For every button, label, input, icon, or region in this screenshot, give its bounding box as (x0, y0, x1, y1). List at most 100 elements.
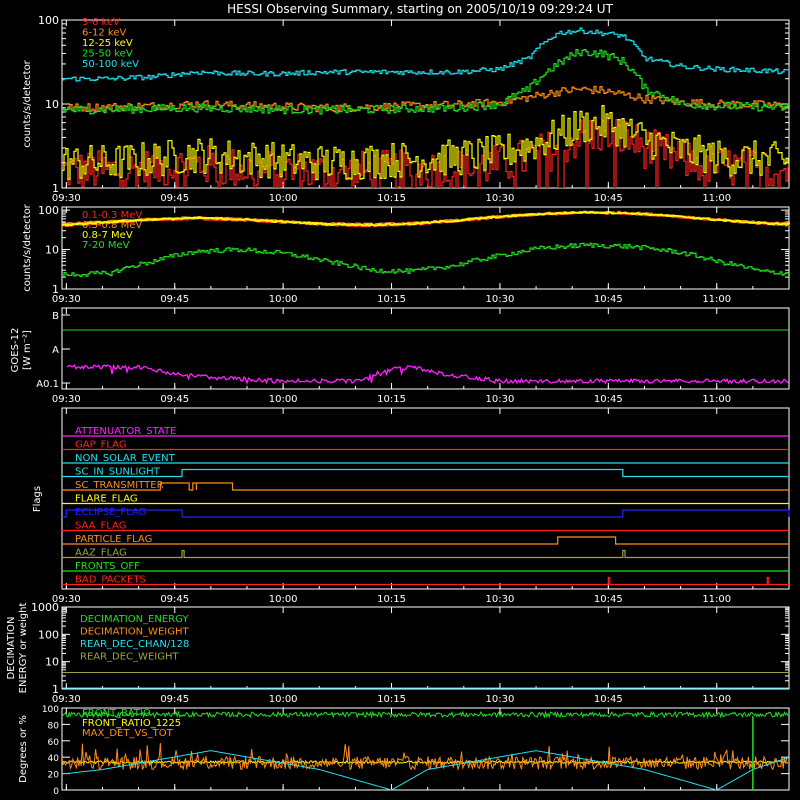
flag-trace (62, 549, 789, 559)
x-tick-label: 10:15 (377, 594, 406, 605)
series-50-100-kev (62, 27, 789, 82)
series-12-25-kev (62, 105, 789, 181)
y-tick-label: 60 (48, 738, 60, 748)
x-tick-label: 10:30 (486, 193, 515, 204)
legend-entry: 7-20 MeV (82, 240, 130, 251)
legend-entry: 0.8-7 MeV (82, 230, 133, 241)
y-axis-label: DECIMATION (6, 616, 17, 679)
series-max-det-vs-tot (62, 743, 789, 771)
panel-5: 09:30 09:45 10:00 10:15 10:30 10:45 11:00 DECIM… (6, 601, 790, 705)
series-6-12-kev (62, 85, 789, 113)
y-tick-label: 1000 (31, 601, 59, 614)
x-tick-label: 10:00 (269, 594, 298, 605)
y-axis-label-2: ENERGY or weight (18, 603, 29, 694)
x-tick-label: 10:45 (594, 193, 623, 204)
y-tick-label: A0.1 (36, 379, 59, 390)
series-0.8-7-mev (62, 210, 790, 227)
flag-label: AAZ_FLAG (75, 548, 127, 559)
panel-6: Degrees or % 0 20 40 60 80 100 FRONT_RATIOFRONT… (18, 705, 790, 797)
y-axis-label: Flags (32, 486, 43, 512)
x-tick-label: 10:15 (377, 294, 406, 305)
flag-label: SAA_FLAG (75, 521, 126, 532)
x-tick-label: 10:00 (269, 294, 298, 305)
x-tick-label: 09:45 (160, 193, 189, 204)
y-tick-label: 1 (52, 283, 59, 296)
flag-label: PARTICLE_FLAG (75, 534, 152, 545)
flag-trace (62, 576, 789, 586)
x-tick-label: 09:45 (160, 394, 189, 405)
panel-frame (61, 307, 790, 390)
flag-label: SC_IN_SUNLIGHT (75, 467, 161, 478)
x-tick-label: 10:15 (377, 193, 406, 204)
x-tick-label: 10:45 (594, 394, 623, 405)
x-tick-label: 10:30 (486, 294, 515, 305)
y-tick-label: 10 (45, 656, 59, 669)
x-tick-label: 10:45 (594, 694, 623, 705)
x-tick-label: 11:00 (702, 694, 731, 705)
x-tick-label: 10:00 (269, 193, 298, 204)
y-tick-label: 1 (52, 182, 59, 195)
series-roll-angle (62, 750, 789, 790)
x-tick-label: 10:30 (486, 394, 515, 405)
flag-label: GAP_FLAG (75, 440, 127, 451)
y-tick-label: A (52, 345, 59, 356)
legend-entry: MAX_DET_VS_TOT (82, 728, 174, 739)
y-tick-label: 100 (38, 204, 59, 217)
flag-trace (62, 468, 789, 478)
y-axis-label: counts/s/detector (22, 59, 33, 147)
y-axis-label-2: [W m⁻²] (22, 330, 33, 370)
flag-label: FLARE_FLAG (75, 494, 138, 505)
x-tick-label: 09:30 (52, 394, 81, 405)
series-7-20-mev (62, 242, 790, 278)
legend-entry: 12-25 keV (82, 38, 133, 49)
series-25-50-kev (62, 49, 789, 115)
panel-frame (61, 606, 790, 690)
legend-entry: 3-6 keV (82, 17, 120, 28)
x-tick-label: 11:00 (702, 193, 731, 204)
series-goes-low (66, 363, 789, 386)
x-tick-label: 11:00 (702, 394, 731, 405)
y-tick-label: 10 (45, 244, 59, 257)
y-tick-label: 80 (48, 721, 60, 731)
legend-entry: REAR_DEC_WEIGHT (80, 652, 179, 663)
x-tick-label: 10:45 (594, 294, 623, 305)
legend-entry: 0.3-0.8 MeV (82, 220, 142, 231)
flag-trace (62, 509, 790, 518)
x-tick-label: 09:30 (52, 193, 81, 204)
x-tick-label: 10:30 (486, 694, 515, 705)
legend-entry: REAR_DEC_CHAN/128 (80, 639, 189, 650)
y-axis-label: GOES-12 (10, 328, 21, 373)
y-tick-label: 10 (45, 98, 59, 111)
y-tick-label: 100 (38, 628, 59, 641)
x-tick-label: 10:30 (486, 594, 515, 605)
x-tick-label: 09:30 (52, 294, 81, 305)
panel-frame (61, 206, 790, 290)
x-tick-label: 10:45 (594, 594, 623, 605)
legend-entry: 50-100 keV (82, 59, 139, 70)
y-tick-label: 100 (38, 14, 59, 27)
panel-frame (61, 407, 790, 590)
flag-label: NON_SOLAR_EVENT (75, 453, 176, 464)
flag-trace (62, 482, 789, 491)
x-tick-label: 09:45 (160, 294, 189, 305)
y-axis-label: counts/s/detector (22, 203, 33, 291)
x-tick-label: 10:15 (377, 694, 406, 705)
legend-entry: 0.1-0.3 MeV (82, 210, 142, 221)
flag-label: FRONTS_OFF (75, 561, 140, 572)
y-tick-label: 40 (48, 754, 60, 764)
x-tick-label: 09:45 (160, 694, 189, 705)
legend-entry: 25-50 keV (82, 49, 133, 60)
legend-entry: FRONT_RATIO_1225 (82, 718, 181, 729)
plot-title: HESSI Observing Summary, starting on 200… (227, 2, 613, 16)
legend-entry: DECIMATION_WEIGHT (80, 627, 189, 638)
x-tick-label: 10:15 (377, 394, 406, 405)
y-tick-label: B (52, 311, 59, 322)
legend-entry: 6-12 keV (82, 28, 126, 39)
panel-1: 09:30 09:45 10:00 10:15 10:30 10:45 11:00 count… (22, 14, 790, 204)
x-tick-label: 09:30 (52, 694, 81, 705)
x-tick-label: 11:00 (702, 294, 731, 305)
y-tick-label: 0 (53, 787, 59, 797)
x-tick-label: 10:00 (269, 394, 298, 405)
y-axis-label: Degrees or % (18, 715, 29, 783)
